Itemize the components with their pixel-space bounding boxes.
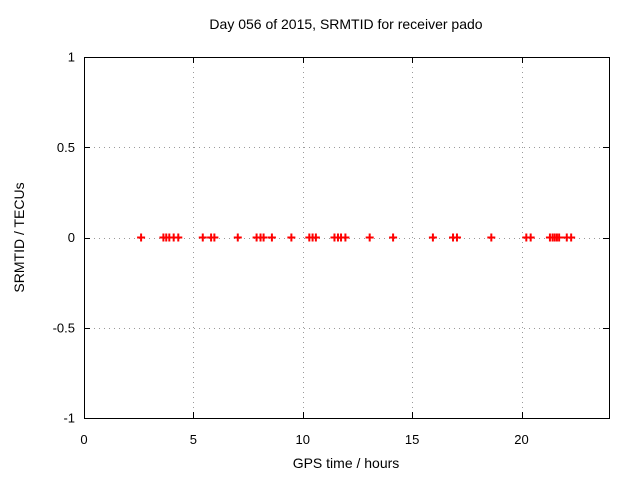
plot-border (84, 57, 610, 419)
x-tick-label: 20 (514, 432, 528, 447)
data-point-marker (567, 233, 576, 242)
x-axis-label: GPS time / hours (293, 455, 400, 471)
data-point-marker (267, 233, 276, 242)
data-point-marker (452, 233, 461, 242)
data-point-marker (311, 233, 320, 242)
y-tick-label: -0.5 (53, 320, 75, 335)
data-point-marker (259, 233, 268, 242)
data-point-marker (210, 233, 219, 242)
y-tick-label: -1 (63, 411, 75, 426)
y-axis-label: SRMTID / TECUs (11, 182, 27, 292)
data-point-marker (233, 233, 242, 242)
y-tick-label: 1 (68, 50, 75, 65)
data-point-marker (137, 233, 146, 242)
data-point-marker (174, 233, 183, 242)
x-tick-label: 0 (80, 432, 87, 447)
tick-labels: 0 5 10 15 20 -1 -0.5 0 0.5 1 (53, 50, 529, 448)
data-point-marker (341, 233, 350, 242)
data-point-marker (428, 233, 437, 242)
data-point-marker (389, 233, 398, 242)
x-tick-label: 15 (405, 432, 419, 447)
chart-title: Day 056 of 2015, SRMTID for receiver pad… (209, 16, 482, 32)
data-point-marker (487, 233, 496, 242)
y-tick-label: 0.5 (57, 140, 75, 155)
x-tick-label: 10 (296, 432, 310, 447)
data-point-marker (287, 233, 296, 242)
data-point-marker (365, 233, 374, 242)
data-point-marker (526, 233, 535, 242)
data-point-marker (555, 233, 564, 242)
y-tick-label: 0 (68, 230, 75, 245)
x-tick-label: 5 (190, 432, 197, 447)
data-markers (137, 233, 576, 242)
data-point-marker (198, 233, 207, 242)
